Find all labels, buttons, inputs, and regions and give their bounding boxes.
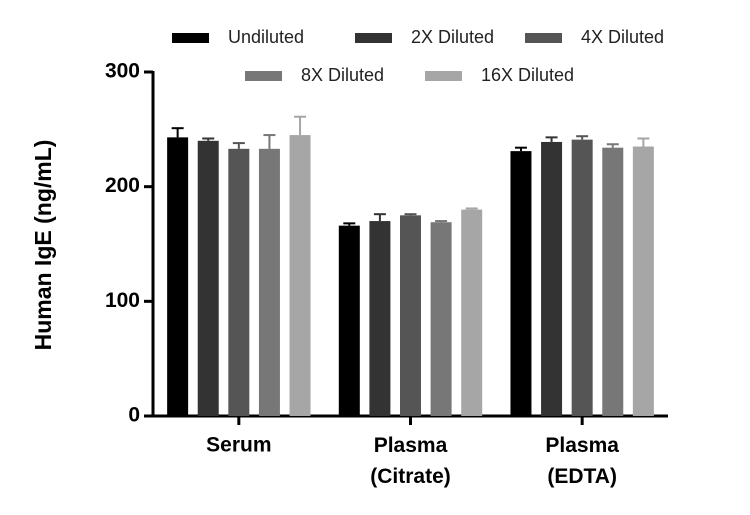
bar xyxy=(632,146,654,417)
legend-swatch xyxy=(425,71,462,81)
bar xyxy=(571,139,593,417)
bar xyxy=(167,137,189,417)
x-tick-label-line: Plasma xyxy=(374,434,448,457)
x-tick-label: Serum xyxy=(206,434,271,457)
legend-label: 16X Diluted xyxy=(481,65,574,85)
legend-swatch xyxy=(355,33,392,43)
y-axis-label: Human IgE (ng/mL) xyxy=(30,140,56,351)
x-tick-label-line: (EDTA) xyxy=(547,465,617,488)
x-tick-label: Plasma (EDTA) xyxy=(545,434,619,488)
y-tick-label: 300 xyxy=(105,60,140,83)
legend-label: 8X Diluted xyxy=(301,65,384,85)
y-tick-label: 0 xyxy=(128,404,140,427)
legend-label: 4X Diluted xyxy=(581,27,664,47)
x-tick-label-line: Plasma xyxy=(545,434,619,457)
legend-swatch xyxy=(525,33,562,43)
x-tick-label-line: (Citrate) xyxy=(370,465,451,488)
bar xyxy=(289,135,311,417)
bar xyxy=(602,147,624,416)
legend-label: Undiluted xyxy=(228,27,304,47)
legend-label: 2X Diluted xyxy=(411,27,494,47)
bar xyxy=(430,222,452,416)
bar xyxy=(541,141,563,417)
bar xyxy=(197,140,219,417)
bar xyxy=(338,225,360,416)
bar xyxy=(510,151,532,416)
bar xyxy=(400,215,421,416)
x-tick-label: Plasma (Citrate) xyxy=(370,434,451,488)
bar xyxy=(258,148,280,416)
legend-swatch xyxy=(172,33,209,43)
legend-swatch xyxy=(245,71,282,81)
bar xyxy=(369,221,391,416)
y-tick-label: 100 xyxy=(105,289,140,312)
bar xyxy=(228,148,250,416)
bar xyxy=(461,209,483,416)
y-tick-label: 200 xyxy=(105,174,140,197)
